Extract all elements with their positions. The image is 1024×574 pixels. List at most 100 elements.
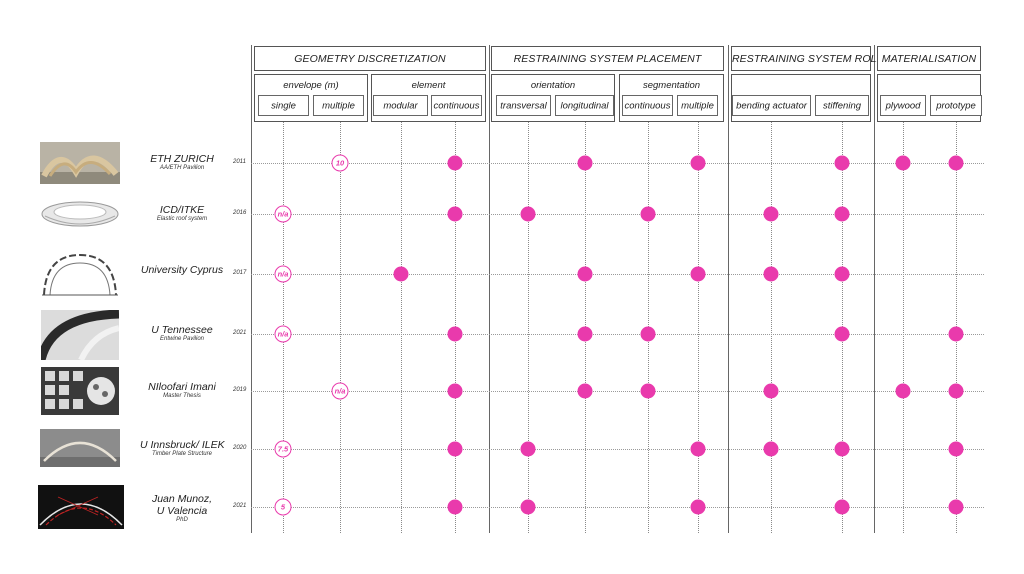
row-guide [251, 163, 984, 164]
value-marker: 5 [274, 498, 292, 516]
filled-marker [895, 383, 911, 399]
filled-marker [520, 441, 536, 457]
column-guide [455, 118, 456, 533]
value-marker: n/a [274, 265, 292, 283]
project-year: 2011 [233, 159, 246, 165]
category-header: MATERIALISATION [877, 46, 981, 71]
project-year: 2016 [233, 210, 247, 216]
column-guide [698, 118, 699, 533]
project-subtitle: AA/ETH Pavilion [159, 165, 205, 171]
column-header-label: longitudinal [560, 100, 609, 111]
filled-marker [577, 155, 593, 171]
filled-marker [640, 383, 656, 399]
project-year: 2021 [233, 503, 247, 509]
subgroup-label: orientation [530, 80, 576, 91]
column-guide [648, 118, 649, 533]
filled-marker [577, 383, 593, 399]
project-name-line: U Valencia [156, 505, 208, 517]
column-guide [340, 118, 341, 533]
project-thumbnail [40, 142, 120, 189]
row-guide [251, 449, 984, 450]
value-marker: n/a [274, 325, 292, 343]
column-guide [903, 118, 904, 533]
subgroup-label: element [411, 80, 446, 91]
project-subtitle: Elastic roof system [156, 216, 208, 222]
project-name-line: ICD/ITKE [159, 204, 205, 216]
filled-marker [948, 383, 964, 399]
column-header: stiffening [815, 95, 869, 116]
column-header: bending actuator [732, 95, 811, 116]
filled-marker [393, 266, 409, 282]
subgroup-label: segmentation [642, 80, 701, 91]
project-name-line: ETH ZURICH [150, 153, 214, 165]
project-name: University Cyprus [140, 264, 224, 276]
filled-marker [834, 266, 850, 282]
project-name: ETH ZURICH [140, 153, 224, 165]
filled-marker [948, 326, 964, 342]
value-marker: 7.5 [274, 440, 292, 458]
filled-marker [447, 441, 463, 457]
column-header-label: stiffening [822, 100, 862, 111]
column-header: transversal [496, 95, 551, 116]
category-header-label: GEOMETRY DISCRETIZATION [294, 52, 446, 65]
project-name-line: Juan Munoz, [151, 493, 213, 505]
column-header: modular [373, 95, 428, 116]
filled-marker [447, 499, 463, 515]
project-name: U Innsbruck/ ILEK [140, 439, 225, 451]
project-thumbnail [40, 429, 120, 472]
column-header-label: prototype [936, 100, 976, 111]
filled-marker [577, 266, 593, 282]
project-subtitle: Timber Plate Structure [152, 451, 212, 457]
project-thumbnail [36, 249, 124, 302]
row-guide [251, 507, 984, 508]
project-name: ICD/ITKE [140, 204, 224, 216]
column-header: multiple [313, 95, 364, 116]
column-header-label: multiple [322, 100, 355, 111]
filled-marker [690, 155, 706, 171]
column-header-label: multiple [681, 100, 714, 111]
filled-marker [447, 155, 463, 171]
project-thumbnail [36, 309, 120, 365]
filled-marker [763, 383, 779, 399]
section-divider [728, 45, 729, 533]
section-divider [251, 45, 252, 533]
column-guide [401, 118, 402, 533]
filled-marker [447, 383, 463, 399]
filled-marker [763, 266, 779, 282]
column-guide [842, 118, 843, 533]
column-header: continuous [431, 95, 482, 116]
column-header: continuous [622, 95, 673, 116]
column-header: plywood [880, 95, 926, 116]
category-header-label: RESTRAINING SYSTEM ROLE [732, 52, 884, 65]
project-year: 2021 [233, 330, 247, 336]
row-guide [251, 214, 984, 215]
column-header: single [258, 95, 309, 116]
filled-marker [577, 326, 593, 342]
project-name-line: University Cyprus [140, 264, 224, 276]
filled-marker [948, 441, 964, 457]
value-marker: n/a [331, 382, 349, 400]
filled-marker [834, 499, 850, 515]
project-thumbnail [41, 367, 119, 420]
project-name: NIloofari Imani [140, 381, 224, 393]
filled-marker [690, 266, 706, 282]
column-header: multiple [677, 95, 718, 116]
row-guide [251, 391, 984, 392]
column-header-label: modular [383, 100, 418, 111]
column-guide [771, 118, 772, 533]
column-header-label: continuous [624, 100, 671, 111]
filled-marker [834, 206, 850, 222]
column-header-label: bending actuator [736, 100, 807, 111]
column-guide [956, 118, 957, 533]
project-name-line: NIloofari Imani [148, 381, 216, 393]
project-year: 2020 [233, 445, 247, 451]
filled-marker [834, 326, 850, 342]
filled-marker [520, 206, 536, 222]
project-subtitle: Entwine Pavilion [159, 336, 205, 342]
value-marker: n/a [274, 205, 292, 223]
row-guide [251, 274, 984, 275]
subgroup-label: envelope (m) [283, 80, 339, 91]
filled-marker [520, 499, 536, 515]
column-guide [585, 118, 586, 533]
column-header-label: single [271, 100, 296, 111]
